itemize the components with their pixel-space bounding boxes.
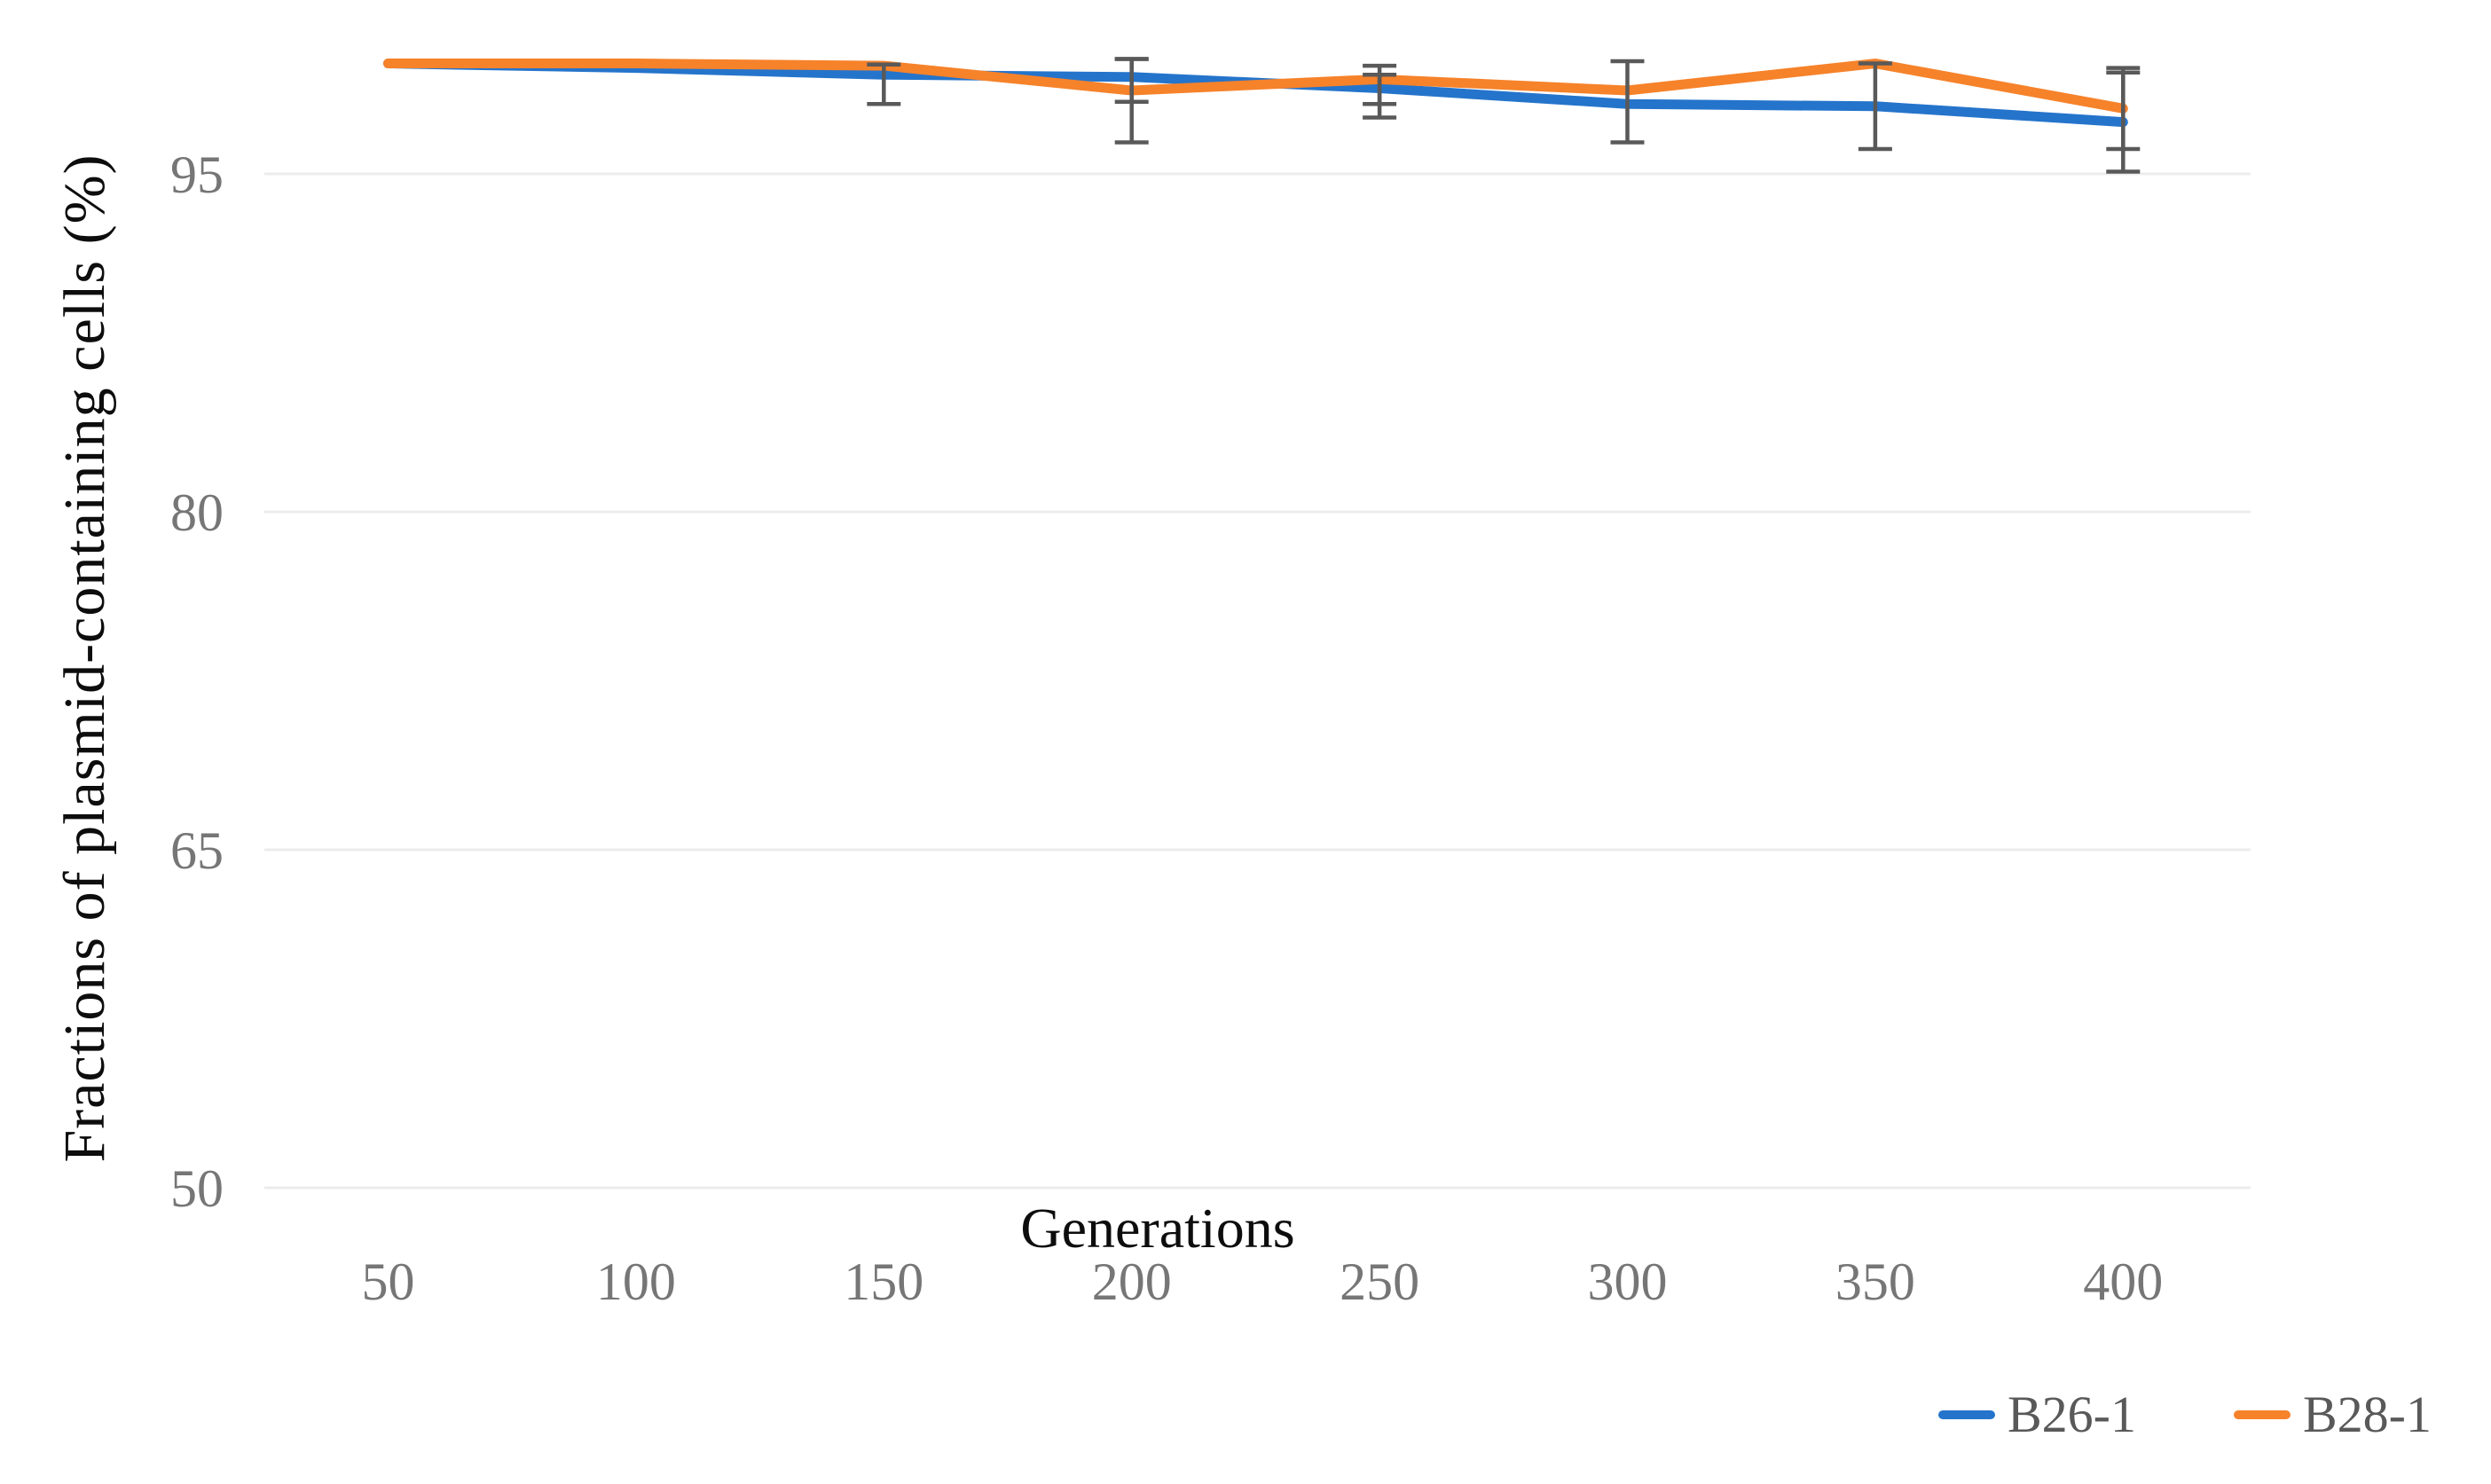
legend-label-b26-1: B26-1 [2008,1386,2136,1443]
legend-swatch-b28-1 [2234,1410,2291,1419]
y-tick-label-65: 65 [170,821,224,880]
x-tick-label-250: 250 [1340,1252,1419,1311]
x-tick-label-350: 350 [1835,1252,1915,1311]
y-axis-title: Fractions of plasmid-containing cells (%… [52,153,117,1163]
legend-item-b26-1: B26-1 [1938,1389,2136,1441]
x-tick-label-100: 100 [596,1252,676,1311]
y-tick-label-95: 95 [170,145,224,204]
legend-item-b28-1: B28-1 [2234,1389,2432,1441]
x-tick-label-300: 300 [1588,1252,1668,1311]
x-tick-label-150: 150 [844,1252,923,1311]
legend-swatch-b26-1 [1938,1410,1995,1419]
y-tick-label-80: 80 [170,483,224,542]
x-tick-label-400: 400 [2083,1252,2163,1311]
series-line-b26-1 [383,59,2128,128]
x-axis-title: Generations [1020,1197,1295,1260]
series-line-b28-1 [383,59,2128,114]
x-tick-label-200: 200 [1092,1252,1172,1311]
y-tick-label-50: 50 [170,1159,224,1218]
legend: B26-1 B28-1 [1938,1389,2432,1441]
x-tick-label-50: 50 [362,1252,415,1311]
legend-label-b28-1: B28-1 [2303,1386,2432,1443]
